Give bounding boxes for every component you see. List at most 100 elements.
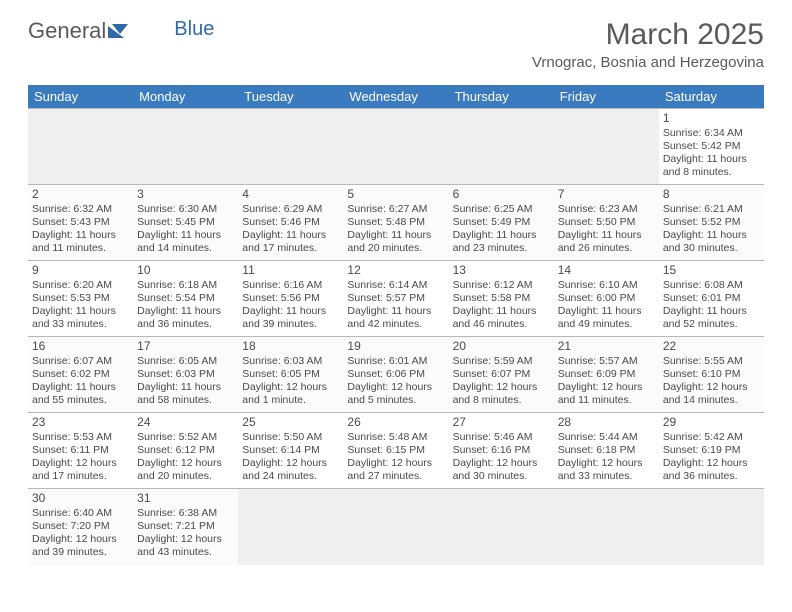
day-number: 3 [137,187,234,202]
weekday-header: Friday [554,85,659,109]
daylight-text: Daylight: 11 hours and 30 minutes. [663,229,760,255]
calendar-cell: 18Sunrise: 6:03 AMSunset: 6:05 PMDayligh… [238,337,343,413]
sunrise-text: Sunrise: 6:30 AM [137,203,234,216]
sunrise-text: Sunrise: 6:18 AM [137,279,234,292]
sunset-text: Sunset: 5:58 PM [453,292,550,305]
day-number: 21 [558,339,655,354]
calendar-cell [343,489,448,565]
daylight-text: Daylight: 12 hours and 20 minutes. [137,457,234,483]
calendar-cell: 2Sunrise: 6:32 AMSunset: 5:43 PMDaylight… [28,185,133,261]
calendar-cell [28,109,133,185]
calendar-cell: 11Sunrise: 6:16 AMSunset: 5:56 PMDayligh… [238,261,343,337]
calendar-cell [238,489,343,565]
daylight-text: Daylight: 11 hours and 17 minutes. [242,229,339,255]
sunrise-text: Sunrise: 5:48 AM [347,431,444,444]
day-number: 13 [453,263,550,278]
sunrise-text: Sunrise: 6:08 AM [663,279,760,292]
daylight-text: Daylight: 11 hours and 14 minutes. [137,229,234,255]
sunrise-text: Sunrise: 6:40 AM [32,507,129,520]
sunrise-text: Sunrise: 6:01 AM [347,355,444,368]
daylight-text: Daylight: 12 hours and 1 minute. [242,381,339,407]
calendar-cell: 17Sunrise: 6:05 AMSunset: 6:03 PMDayligh… [133,337,238,413]
calendar-cell: 9Sunrise: 6:20 AMSunset: 5:53 PMDaylight… [28,261,133,337]
day-number: 9 [32,263,129,278]
calendar-cell: 21Sunrise: 5:57 AMSunset: 6:09 PMDayligh… [554,337,659,413]
sunrise-text: Sunrise: 5:46 AM [453,431,550,444]
calendar-cell: 6Sunrise: 6:25 AMSunset: 5:49 PMDaylight… [449,185,554,261]
calendar-cell: 29Sunrise: 5:42 AMSunset: 6:19 PMDayligh… [659,413,764,489]
sunrise-text: Sunrise: 6:14 AM [347,279,444,292]
calendar-cell: 12Sunrise: 6:14 AMSunset: 5:57 PMDayligh… [343,261,448,337]
calendar-cell: 20Sunrise: 5:59 AMSunset: 6:07 PMDayligh… [449,337,554,413]
day-number: 16 [32,339,129,354]
daylight-text: Daylight: 12 hours and 30 minutes. [453,457,550,483]
logo-text1: General [28,18,106,44]
calendar-cell: 13Sunrise: 6:12 AMSunset: 5:58 PMDayligh… [449,261,554,337]
daylight-text: Daylight: 11 hours and 20 minutes. [347,229,444,255]
day-number: 27 [453,415,550,430]
sunset-text: Sunset: 5:57 PM [347,292,444,305]
weekday-header-row: Sunday Monday Tuesday Wednesday Thursday… [28,85,764,109]
sunrise-text: Sunrise: 6:27 AM [347,203,444,216]
calendar-cell: 8Sunrise: 6:21 AMSunset: 5:52 PMDaylight… [659,185,764,261]
sunset-text: Sunset: 6:05 PM [242,368,339,381]
sunset-text: Sunset: 6:00 PM [558,292,655,305]
daylight-text: Daylight: 11 hours and 26 minutes. [558,229,655,255]
sunset-text: Sunset: 6:16 PM [453,444,550,457]
day-number: 26 [347,415,444,430]
calendar-cell: 25Sunrise: 5:50 AMSunset: 6:14 PMDayligh… [238,413,343,489]
sunrise-text: Sunrise: 5:57 AM [558,355,655,368]
calendar-cell: 4Sunrise: 6:29 AMSunset: 5:46 PMDaylight… [238,185,343,261]
calendar-cell [238,109,343,185]
calendar-cell: 3Sunrise: 6:30 AMSunset: 5:45 PMDaylight… [133,185,238,261]
location: Vrnograc, Bosnia and Herzegovina [532,54,764,71]
daylight-text: Daylight: 12 hours and 36 minutes. [663,457,760,483]
daylight-text: Daylight: 11 hours and 36 minutes. [137,305,234,331]
header: General Blue March 2025 Vrnograc, Bosnia… [0,0,792,79]
sunset-text: Sunset: 6:03 PM [137,368,234,381]
daylight-text: Daylight: 12 hours and 8 minutes. [453,381,550,407]
sunset-text: Sunset: 6:10 PM [663,368,760,381]
sunset-text: Sunset: 5:45 PM [137,216,234,229]
calendar-cell: 23Sunrise: 5:53 AMSunset: 6:11 PMDayligh… [28,413,133,489]
calendar-week-row: 30Sunrise: 6:40 AMSunset: 7:20 PMDayligh… [28,489,764,565]
daylight-text: Daylight: 11 hours and 42 minutes. [347,305,444,331]
calendar-cell [659,489,764,565]
daylight-text: Daylight: 11 hours and 8 minutes. [663,153,760,179]
day-number: 17 [137,339,234,354]
calendar-cell: 7Sunrise: 6:23 AMSunset: 5:50 PMDaylight… [554,185,659,261]
daylight-text: Daylight: 11 hours and 46 minutes. [453,305,550,331]
day-number: 5 [347,187,444,202]
daylight-text: Daylight: 11 hours and 52 minutes. [663,305,760,331]
daylight-text: Daylight: 11 hours and 33 minutes. [32,305,129,331]
calendar-cell [554,109,659,185]
sunset-text: Sunset: 5:48 PM [347,216,444,229]
calendar-cell [554,489,659,565]
calendar-cell: 19Sunrise: 6:01 AMSunset: 6:06 PMDayligh… [343,337,448,413]
sunset-text: Sunset: 7:20 PM [32,520,129,533]
sunset-text: Sunset: 6:06 PM [347,368,444,381]
sunrise-text: Sunrise: 6:34 AM [663,127,760,140]
day-number: 14 [558,263,655,278]
sunrise-text: Sunrise: 6:05 AM [137,355,234,368]
daylight-text: Daylight: 12 hours and 11 minutes. [558,381,655,407]
day-number: 30 [32,491,129,506]
weekday-header: Thursday [449,85,554,109]
sunset-text: Sunset: 6:19 PM [663,444,760,457]
daylight-text: Daylight: 12 hours and 33 minutes. [558,457,655,483]
sunrise-text: Sunrise: 6:20 AM [32,279,129,292]
calendar-cell: 22Sunrise: 5:55 AMSunset: 6:10 PMDayligh… [659,337,764,413]
daylight-text: Daylight: 11 hours and 11 minutes. [32,229,129,255]
day-number: 4 [242,187,339,202]
calendar-week-row: 2Sunrise: 6:32 AMSunset: 5:43 PMDaylight… [28,185,764,261]
day-number: 6 [453,187,550,202]
sunrise-text: Sunrise: 5:52 AM [137,431,234,444]
daylight-text: Daylight: 12 hours and 5 minutes. [347,381,444,407]
day-number: 19 [347,339,444,354]
daylight-text: Daylight: 12 hours and 17 minutes. [32,457,129,483]
day-number: 20 [453,339,550,354]
day-number: 10 [137,263,234,278]
calendar-week-row: 1Sunrise: 6:34 AMSunset: 5:42 PMDaylight… [28,109,764,185]
sunset-text: Sunset: 5:49 PM [453,216,550,229]
sunrise-text: Sunrise: 5:55 AM [663,355,760,368]
